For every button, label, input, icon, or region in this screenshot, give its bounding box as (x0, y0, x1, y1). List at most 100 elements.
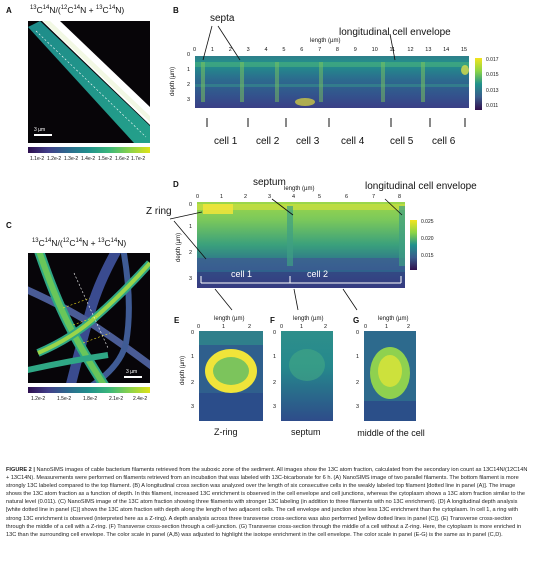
figure-caption-text: NanoSIMS images of cable bacterium filam… (6, 467, 528, 538)
panel-e-ytick: 0 (191, 330, 195, 336)
panel-b-depth-profile (195, 56, 469, 108)
panel-g-ytick: 3 (356, 404, 360, 410)
panel-g-label: G (353, 316, 360, 325)
panel-b-cb-tick: 0.011 (486, 103, 499, 109)
panel-e-xlabel: length (µm) (214, 316, 245, 322)
panel-d-ytick: 3 (189, 276, 193, 282)
panel-b-cb-tick: 0.017 (486, 57, 499, 63)
panel-c-cb-tick: 2.1e-2 (109, 396, 124, 402)
panel-b-xtick: 11 (389, 47, 396, 53)
panel-a-cb-tick: 1.3e-2 (64, 156, 79, 162)
panel-b-xtick: 15 (461, 47, 468, 53)
panel-b-label: B (173, 6, 179, 15)
panel-b-xtick: 1 (210, 47, 214, 53)
panel-a-cb-tick: 1.1e-2 (30, 156, 45, 162)
panel-a-title: 13C14N/(12C14N + 13C14N) (30, 5, 125, 15)
panel-b-annotation-arrows (202, 25, 396, 61)
panel-f-xtick: 0 (280, 324, 284, 330)
panel-a-colorbar (28, 147, 150, 153)
panel-d-heatmap (197, 202, 405, 288)
panel-b-xtick: 12 (407, 47, 414, 53)
panel-f-xtick: 1 (300, 324, 304, 330)
panel-b-cell-1: cell 1 (214, 136, 238, 147)
panel-b-heatmap (195, 56, 469, 108)
panel-d-cell-2: cell 2 (307, 269, 329, 279)
panel-b-xtick: 9 (353, 47, 357, 53)
panel-b-ylabel: depth (µm) (170, 66, 176, 96)
panel-b-xtick: 14 (443, 47, 450, 53)
panel-e-ytick: 1 (191, 354, 195, 360)
panel-a-cb-tick: 1.2e-2 (47, 156, 62, 162)
panel-d-septum-annotation: septum (253, 177, 286, 188)
panel-c-image: 3 µm (28, 253, 150, 383)
panel-c-title: 13C14N/(12C14N + 13C14N) (32, 238, 127, 248)
panel-d-ytick: 2 (189, 250, 193, 256)
panel-g-ytick: 2 (356, 380, 360, 386)
panel-c-scalebar-label: 3 µm (126, 369, 138, 375)
panel-a-scalebar-label: 3 µm (34, 127, 46, 133)
panel-c-label: C (6, 221, 12, 230)
panel-b-xtick: 8 (335, 47, 339, 53)
panel-a-cb-tick: 1.4e-2 (81, 156, 96, 162)
panel-a-cb-tick: 1.7e-2 (131, 156, 146, 162)
panel-b-cell-brackets (206, 118, 466, 127)
panel-d-xtick: 6 (345, 194, 349, 200)
panel-d-ytick: 1 (189, 224, 193, 230)
panel-e-label: E (174, 316, 180, 325)
panel-d-xlabel: length (µm) (284, 186, 315, 192)
panel-b-ytick: 2 (187, 82, 191, 88)
panel-b-colorbar (475, 58, 482, 110)
panel-e-heatmap (199, 331, 263, 421)
panel-e-ylabel: depth (µm) (180, 355, 186, 385)
panel-b-ytick: 1 (187, 67, 191, 73)
panel-d-xtick: 5 (318, 194, 322, 200)
panel-d-label: D (173, 180, 179, 189)
panel-b-cell-4: cell 4 (341, 136, 365, 147)
panel-b-xtick: 7 (318, 47, 322, 53)
panel-b-xtick: 13 (425, 47, 432, 53)
panel-g-cross-section (364, 331, 416, 421)
panel-d-cell-1: cell 1 (231, 269, 253, 279)
panel-a-image: 3 µm (28, 21, 150, 143)
panel-b-cell-6: cell 6 (432, 136, 456, 147)
panel-d-zring-annotation: Z ring (146, 206, 172, 217)
panel-b-envelope-annotation: longitudinal cell envelope (339, 27, 451, 38)
panel-e-cross-section (199, 331, 263, 421)
panel-b-xlabel: length (µm) (310, 38, 341, 44)
panel-c-nanosims-map (28, 253, 150, 383)
panel-a-nanosims-map (28, 21, 150, 143)
panel-g-xtick: 2 (407, 324, 411, 330)
panel-f-ytick: 3 (273, 404, 277, 410)
panel-f-ytick: 2 (273, 380, 277, 386)
panel-b-cell-5: cell 5 (390, 136, 414, 147)
panel-c-cb-tick: 1.8e-2 (83, 396, 98, 402)
panel-f-ytick: 1 (273, 354, 277, 360)
panel-e-xtick: 0 (197, 324, 201, 330)
panel-c-colorbar (28, 387, 150, 393)
panel-g-xlabel: length (µm) (378, 316, 409, 322)
panel-f-label: F (270, 316, 275, 325)
panel-b-ytick: 3 (187, 97, 191, 103)
panel-a-cb-tick: 1.6e-2 (115, 156, 130, 162)
panel-d-colorbar (410, 220, 417, 270)
panel-b-xtick: 6 (300, 47, 304, 53)
panel-b-cell-2: cell 2 (256, 136, 280, 147)
panel-b-ytick: 0 (187, 52, 191, 58)
panel-f-cross-section (281, 331, 333, 421)
panel-e-ytick: 2 (191, 380, 195, 386)
panel-d-depth-profile: cell 1 cell 2 (197, 202, 405, 288)
panel-d-xtick: 1 (220, 194, 224, 200)
panel-d-xtick: 2 (244, 194, 248, 200)
panel-g-ytick: 1 (356, 354, 360, 360)
panel-b-cb-tick: 0.013 (486, 88, 499, 94)
panel-d-envelope-annotation: longitudinal cell envelope (365, 181, 477, 192)
panel-e-xtick: 1 (222, 324, 226, 330)
panel-c-cb-tick: 2.4e-2 (133, 396, 148, 402)
figure-caption-heading: FIGURE 2 | (6, 467, 35, 473)
panel-a-cb-tick: 1.5e-2 (98, 156, 113, 162)
panel-b-xtick: 5 (282, 47, 286, 53)
panel-g-ytick: 0 (356, 330, 360, 336)
panel-d-cb-tick: 0.020 (421, 236, 434, 242)
panel-b-xtick: 0 (193, 47, 197, 53)
panel-a-label: A (6, 6, 12, 15)
